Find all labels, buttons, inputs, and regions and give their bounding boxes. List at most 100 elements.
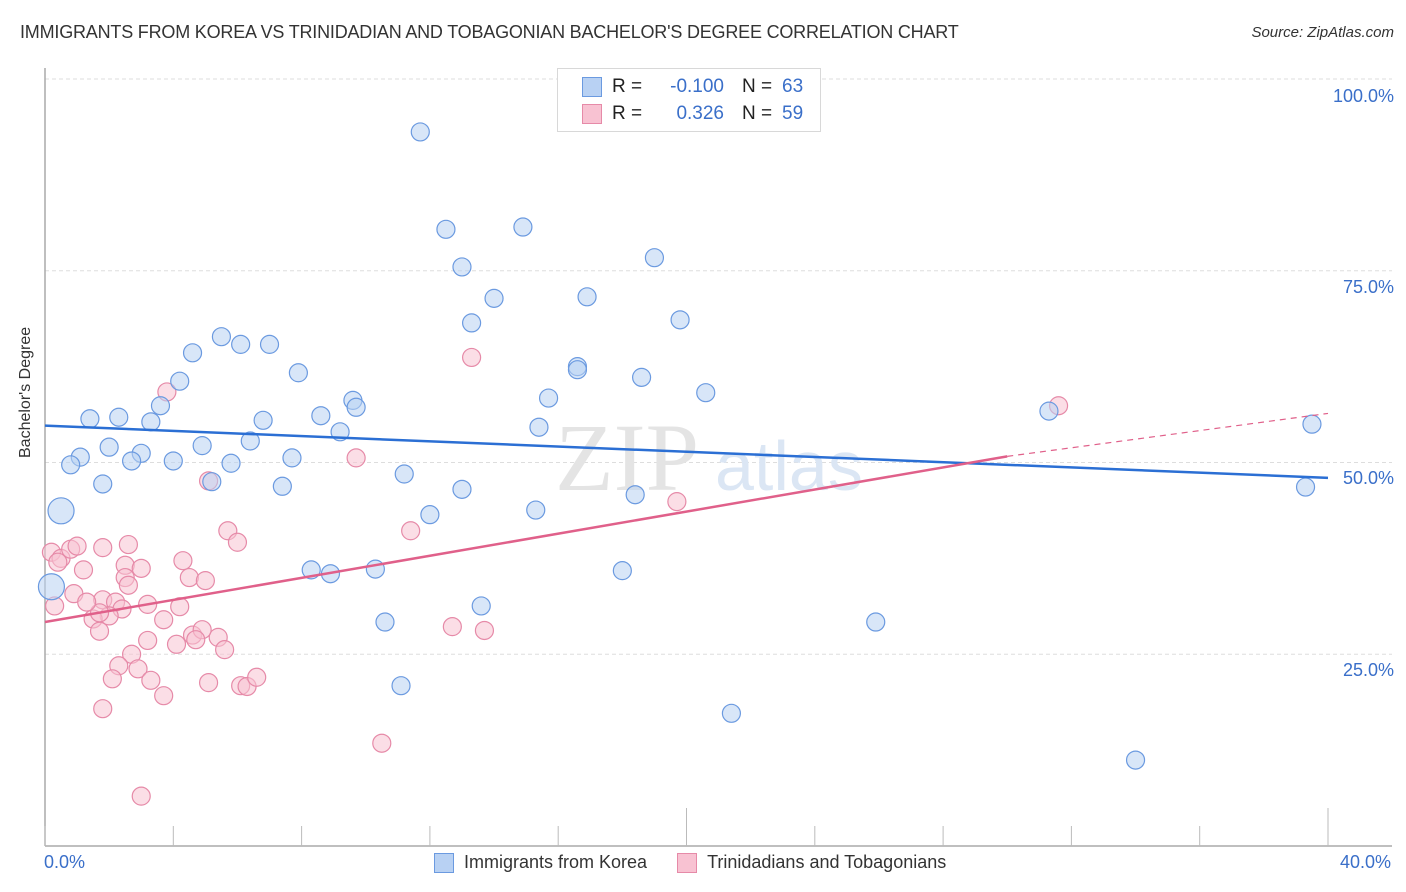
data-point-trinidadians — [67, 536, 87, 556]
legend-item-trinidadians[interactable]: Trinidadians and Tobagonians — [677, 852, 946, 873]
data-point-korea — [47, 497, 75, 525]
axes — [44, 68, 1392, 847]
data-point-korea — [163, 451, 183, 471]
data-point-korea — [529, 417, 549, 437]
data-point-trinidadians — [131, 786, 151, 806]
y-tick-label: 100.0% — [1332, 86, 1394, 106]
data-point-korea — [1302, 414, 1322, 434]
trend-lines — [44, 412, 1329, 624]
data-point-korea — [452, 479, 472, 499]
data-point-trinidadians — [138, 630, 158, 651]
watermark-atlas: atlas — [715, 427, 863, 505]
legend-label: Immigrants from Korea — [464, 852, 648, 872]
data-point-korea — [394, 464, 414, 484]
data-point-korea — [150, 396, 171, 416]
x-tick-label: 40.0% — [1340, 852, 1392, 872]
data-point-trinidadians — [141, 670, 161, 690]
data-point-trinidadians — [154, 610, 174, 630]
data-point-korea — [461, 313, 482, 333]
data-point-trinidadians — [247, 667, 267, 687]
data-point-trinidadians — [442, 617, 462, 637]
data-point-trinidadians — [173, 551, 193, 571]
data-point-trinidadians — [77, 592, 97, 612]
data-point-korea — [410, 122, 430, 142]
r-label: R = — [612, 76, 643, 97]
data-point-korea — [122, 451, 142, 471]
data-point-korea — [109, 407, 129, 427]
y-tick-label: 50.0% — [1342, 468, 1394, 488]
data-point-trinidadians — [667, 492, 687, 512]
trend-line-korea — [44, 424, 1329, 480]
data-point-trinidadians — [186, 630, 206, 650]
data-point-korea — [513, 217, 533, 237]
legend-swatch-pink — [677, 852, 698, 873]
data-point-korea — [670, 310, 690, 330]
trend-line-trinidadians-extrapolated — [1007, 412, 1329, 457]
data-point-korea — [1039, 401, 1059, 421]
series-legend: Immigrants from Korea Trinidadians and T… — [434, 852, 976, 873]
data-point-korea — [211, 327, 232, 347]
y-tick-label: 25.0% — [1342, 660, 1394, 680]
data-point-korea — [420, 505, 440, 525]
data-point-korea — [240, 431, 260, 451]
chart-title: IMMIGRANTS FROM KOREA VS TRINIDADIAN AND… — [20, 22, 959, 42]
source-label: Source: ZipAtlas.com — [1251, 24, 1394, 41]
data-point-korea — [567, 360, 588, 380]
data-point-trinidadians — [198, 673, 219, 693]
data-point-korea — [375, 612, 395, 632]
data-point-trinidadians — [102, 669, 122, 689]
n-value: 63 — [782, 76, 804, 97]
data-point-korea — [625, 485, 645, 505]
legend-item-korea[interactable]: Immigrants from Korea — [434, 852, 647, 873]
r-value: -0.100 — [670, 76, 724, 97]
data-point-trinidadians — [131, 558, 151, 578]
data-point-korea — [253, 410, 273, 430]
data-point-korea — [192, 436, 212, 456]
series-korea-points — [37, 122, 1322, 770]
n-label: N = — [742, 76, 773, 97]
gridlines — [45, 78, 1392, 655]
trend-line-trinidadians — [44, 455, 1008, 624]
n-value: 59 — [782, 103, 804, 124]
data-point-trinidadians — [372, 733, 392, 753]
data-point-trinidadians — [93, 699, 113, 719]
legend-swatch-pink — [582, 104, 602, 124]
legend-swatch-blue — [434, 852, 454, 873]
data-point-trinidadians — [215, 640, 235, 660]
legend-row-korea: R = -0.100 N = 63 — [582, 76, 803, 98]
data-point-korea — [282, 448, 302, 468]
data-point-korea — [1295, 477, 1316, 497]
data-point-korea — [391, 676, 411, 696]
data-point-korea — [631, 367, 652, 387]
data-point-korea — [577, 287, 597, 307]
data-point-trinidadians — [346, 448, 366, 468]
data-point-trinidadians — [179, 567, 199, 588]
data-point-korea — [221, 453, 241, 473]
data-point-korea — [80, 409, 100, 429]
data-point-korea — [93, 474, 113, 494]
data-point-korea — [721, 703, 742, 723]
data-point-korea — [61, 455, 81, 475]
x-tick-label: 0.0% — [44, 852, 86, 872]
data-point-trinidadians — [166, 634, 187, 654]
data-point-korea — [141, 412, 161, 432]
data-point-korea — [866, 612, 886, 632]
y-tick-label: 75.0% — [1342, 277, 1394, 297]
data-point-korea — [202, 472, 222, 492]
data-point-korea — [1125, 750, 1146, 770]
data-point-korea — [272, 476, 292, 496]
data-point-trinidadians — [401, 521, 421, 541]
data-point-trinidadians — [118, 534, 138, 555]
data-point-trinidadians — [195, 571, 215, 591]
data-point-korea — [644, 248, 665, 268]
legend-label: Trinidadians and Tobagonians — [707, 852, 947, 872]
data-point-korea — [231, 334, 251, 354]
data-point-korea — [436, 219, 456, 239]
data-point-korea — [99, 437, 119, 457]
data-point-trinidadians — [93, 538, 113, 558]
data-point-trinidadians — [128, 659, 148, 679]
data-point-korea — [538, 388, 559, 408]
data-point-korea — [471, 596, 491, 616]
correlation-legend: R = -0.100 N = 63 R = 0.326 N = 59 — [557, 68, 821, 132]
data-point-trinidadians — [89, 621, 110, 641]
